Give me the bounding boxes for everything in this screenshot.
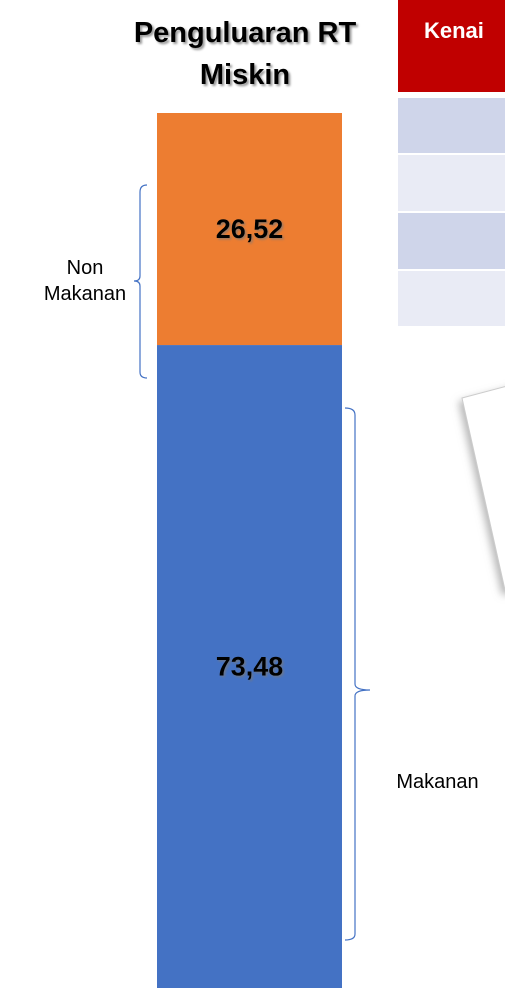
table-row [398, 155, 505, 211]
bar-segment [157, 345, 342, 988]
bracket [133, 184, 148, 379]
chart-title: Penguluaran RT Miskin [133, 17, 357, 91]
value-label: 26,52 [216, 214, 284, 244]
bar-segment [157, 113, 342, 346]
table-row [398, 213, 505, 269]
table-header-bg [398, 0, 505, 92]
series-label: Makanan [396, 771, 479, 793]
table-row [398, 98, 505, 153]
bracket [344, 407, 371, 941]
value-label: 73,48 [216, 652, 284, 682]
table-header: Kenai [424, 18, 484, 43]
note-box [461, 386, 505, 591]
table-row [398, 271, 505, 326]
series-label: Non Makanan [43, 257, 127, 305]
